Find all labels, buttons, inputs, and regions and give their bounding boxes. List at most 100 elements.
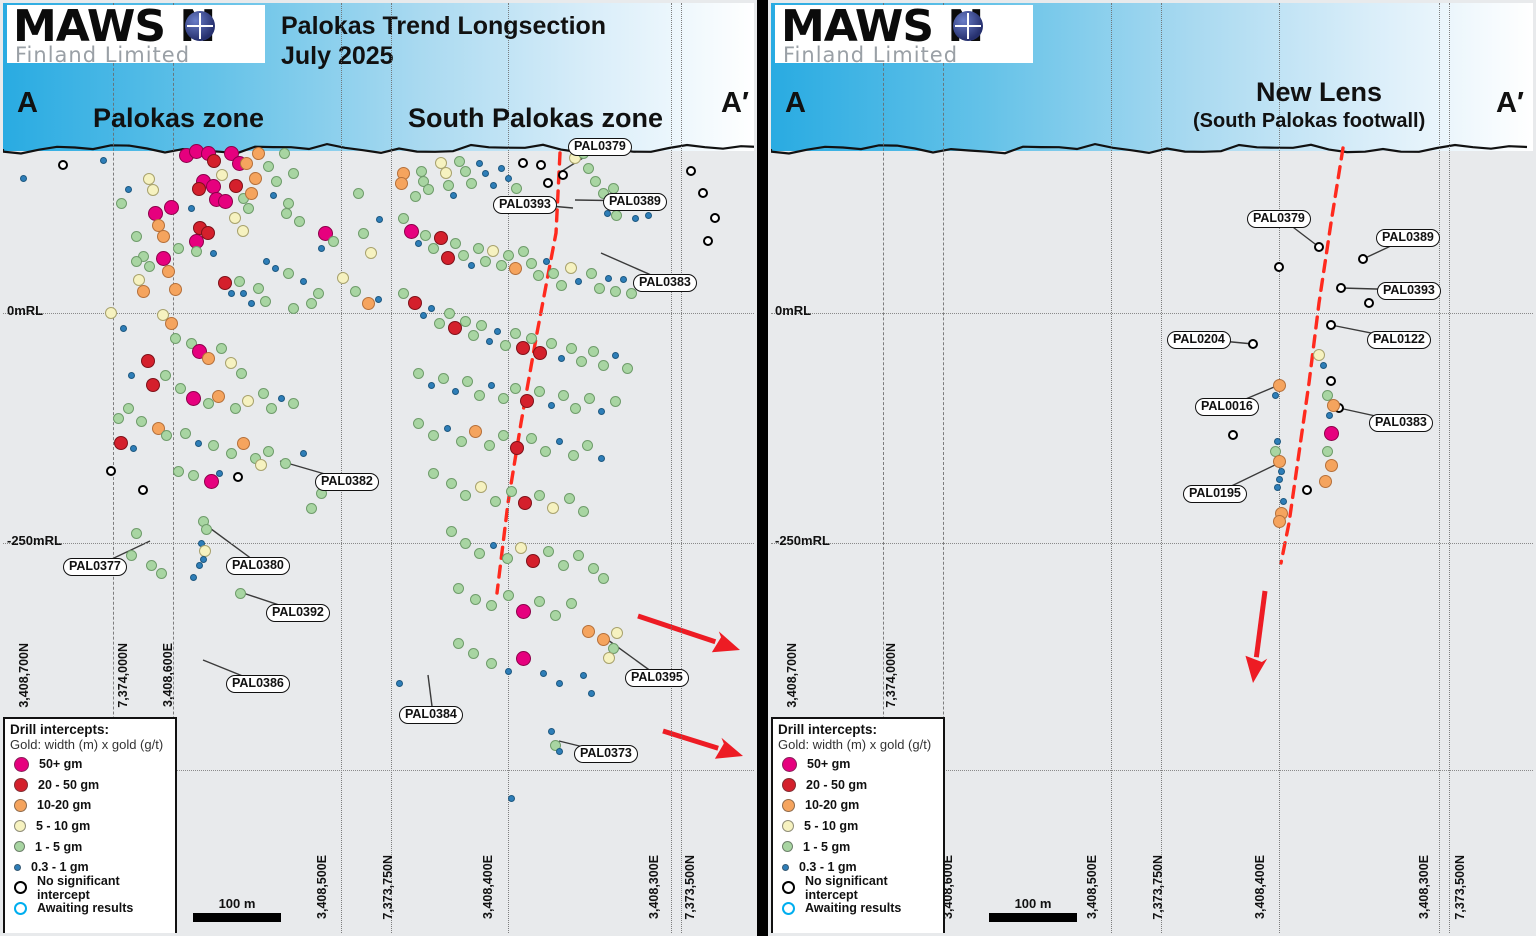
drill-intercept-point [597,572,609,584]
drill-intercept-point [299,449,307,457]
drill-intercept-point [187,204,195,212]
coordinate-label: 7,374,000N [884,643,898,708]
drill-hole-label[interactable]: PAL0377 [63,558,127,576]
drill-hole-label[interactable]: PAL0389 [1376,229,1440,247]
legend-swatch-3 [14,798,27,812]
drill-hole-label[interactable]: PAL0393 [1377,282,1441,300]
drill-intercept-point [445,525,457,537]
drill-intercept-point [427,429,439,441]
drill-intercept-point [130,527,142,539]
drill-intercept-point [532,269,544,281]
drill-intercept-point [1228,430,1238,440]
drill-hole-label[interactable]: PAL0382 [315,473,379,491]
drill-intercept-point [483,439,495,451]
drill-intercept-point [587,562,599,574]
drill-intercept-point [271,264,279,272]
drill-intercept-point [467,261,475,269]
drill-intercept-point [542,545,554,557]
drill-intercept-point [225,357,237,369]
drill-intercept-point [543,178,553,188]
drill-intercept-point [509,327,521,339]
legend-item-label: Awaiting results [805,901,902,916]
drill-hole-label[interactable]: PAL0204 [1167,331,1231,349]
legend-item: 1 - 5 gm [782,836,943,857]
drill-intercept-point [397,287,409,299]
drill-intercept-point [452,582,464,594]
drill-intercept-point [257,387,269,399]
grid-line-vertical [1111,3,1112,933]
drill-intercept-point [236,436,250,450]
drill-intercept-point [489,495,501,507]
coordinate-label: 3,408,700N [17,643,31,708]
section-start-label-left: A [17,87,38,119]
drill-intercept-point [515,650,531,666]
drill-intercept-point [555,437,563,445]
drill-hole-label[interactable]: PAL0383 [1369,414,1433,432]
drill-hole-label[interactable]: PAL0383 [633,274,697,292]
drill-hole-label[interactable]: PAL0393 [493,196,557,214]
drill-intercept-point [242,202,254,214]
drill-intercept-point [415,165,427,177]
drill-intercept-point [1302,485,1312,495]
drill-intercept-point [526,554,540,568]
drill-intercept-point [515,603,531,619]
legend-item-label: 20 - 50 gm [38,777,100,792]
drill-hole-label[interactable]: PAL0016 [1195,398,1259,416]
drill-intercept-point [443,424,451,432]
drill-intercept-point [1271,391,1279,399]
drill-hole-label[interactable]: PAL0384 [399,706,463,724]
coordinate-label: 3,408,300E [1417,855,1431,919]
drill-intercept-point [475,319,487,331]
drill-intercept-point [518,496,532,510]
panel-right: MAWS N Finland Limited A A′ 0mRL-250mRL-… [768,0,1536,936]
drill-intercept-point [504,174,512,182]
drill-hole-label[interactable]: PAL0380 [226,557,290,575]
drill-intercept-point [352,187,364,199]
drill-intercept-point [507,794,515,802]
drill-hole-label[interactable]: PAL0195 [1183,485,1247,503]
legend-items: 50+ gm 20 - 50 gm 10-20 gm 5 - 10 gm 1 - 5 g… [5,754,175,919]
legend-subtitle: Gold: width (m) x gold (g/t) [10,737,164,752]
drill-intercept-point [516,341,530,355]
legend-item: 20 - 50 gm [14,775,175,796]
drill-intercept-point [574,277,582,285]
drill-intercept-point [453,155,465,167]
drill-intercept-point [233,472,243,482]
drill-intercept-point [565,342,577,354]
drill-intercept-point [277,394,285,402]
drill-intercept-point [234,587,246,599]
drill-hole-label[interactable]: PAL0379 [568,138,632,156]
drill-hole-label[interactable]: PAL0122 [1367,331,1431,349]
panel-left: MAWS N Finland Limited Palokas Trend Lon… [0,0,757,936]
drill-intercept-point [607,182,619,194]
drill-intercept-point [510,441,524,455]
drill-intercept-point [581,439,593,451]
drill-intercept-point [502,249,514,261]
drill-intercept-point [99,156,107,164]
drill-intercept-point [409,190,421,202]
drill-intercept-point [557,354,565,362]
drill-hole-label[interactable]: PAL0389 [603,193,667,211]
zone-label: New Lens [1256,77,1383,107]
drill-intercept-point [287,167,299,179]
drill-intercept-point [433,317,445,329]
drill-intercept-point [1319,361,1327,369]
drill-hole-label[interactable]: PAL0379 [1247,210,1311,228]
drill-intercept-point [394,176,408,190]
drill-intercept-point [130,230,142,242]
drill-intercept-point [190,245,202,257]
drill-intercept-point [262,445,274,457]
drill-hole-label[interactable]: PAL0373 [574,745,638,763]
drill-hole-label[interactable]: PAL0395 [625,669,689,687]
legend-item-label: No significant intercept [37,873,120,902]
drill-intercept-point [145,559,157,571]
drill-hole-label[interactable]: PAL0392 [266,604,330,622]
drill-hole-label[interactable]: PAL0386 [226,675,290,693]
zone-label: Palokas zone [93,103,265,133]
drill-intercept-point [207,439,219,451]
drill-intercept-point [164,316,178,330]
drill-intercept-point [557,389,569,401]
drill-intercept-point [282,197,294,209]
drill-intercept-point [419,311,427,319]
drill-intercept-point [558,170,568,180]
